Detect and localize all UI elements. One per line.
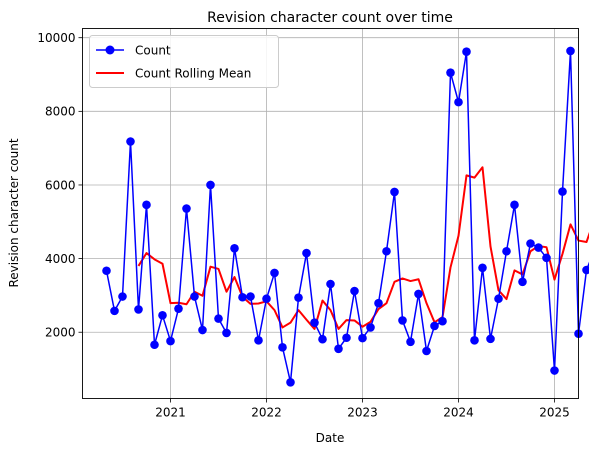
count-point: [374, 298, 383, 308]
count-point: [230, 243, 239, 253]
count-point: [238, 292, 247, 302]
plot-frame: [82, 28, 579, 399]
count-point: [222, 328, 231, 338]
count-point: [142, 200, 151, 210]
count-point: [462, 47, 471, 56]
count-point: [318, 334, 327, 344]
count-point: [390, 187, 399, 197]
count-point: [270, 268, 279, 278]
count-point: [254, 336, 263, 345]
legend-count-marker: [105, 45, 115, 55]
y-tick-label: 2000: [45, 326, 76, 340]
count-point: [534, 243, 543, 252]
count-point: [446, 68, 455, 77]
count-point: [302, 248, 311, 258]
count-point: [310, 318, 319, 327]
count-line: [105, 50, 589, 384]
count-point: [342, 333, 351, 343]
count-point: [470, 336, 479, 345]
count-point: [286, 378, 295, 387]
y-tick-label: 6000: [45, 178, 76, 192]
x-tick-label: 2024: [443, 406, 474, 420]
count-point: [118, 292, 127, 301]
y-axis-label: Revision character count: [7, 138, 21, 287]
count-point: [454, 97, 463, 107]
count-point: [558, 187, 567, 196]
count-point: [382, 246, 391, 256]
count-point: [486, 334, 495, 344]
count-point: [414, 289, 423, 299]
legend-rolling-label: Count Rolling Mean: [135, 67, 251, 81]
grid: [82, 28, 579, 399]
count-point: [326, 279, 335, 289]
x-tick-label: 2021: [155, 406, 186, 420]
count-point: [190, 292, 199, 301]
count-series: [102, 46, 589, 387]
x-tick-label: 2023: [347, 406, 378, 420]
count-point: [398, 316, 407, 325]
count-point: [198, 325, 207, 335]
y-tick-label: 4000: [45, 252, 76, 266]
count-point: [246, 292, 255, 301]
count-point: [182, 204, 191, 213]
count-point: [102, 266, 111, 276]
count-point: [366, 323, 375, 332]
count-point: [214, 314, 223, 323]
count-point: [582, 265, 589, 275]
count-point: [406, 337, 415, 347]
legend: Count Count Rolling Mean: [89, 35, 279, 88]
count-point: [518, 277, 527, 287]
count-point: [422, 346, 431, 356]
count-point: [294, 293, 303, 302]
chart-title: Revision character count over time: [207, 10, 453, 26]
count-point: [566, 46, 575, 56]
count-point: [150, 340, 159, 350]
count-point: [550, 366, 559, 375]
count-point: [262, 294, 271, 304]
count-point: [430, 321, 439, 331]
count-point: [494, 294, 503, 304]
rolling-mean-line: [137, 166, 589, 330]
count-point: [510, 200, 519, 210]
y-tick-label: 10000: [37, 31, 75, 45]
count-point: [502, 246, 511, 256]
x-tick-label: 2025: [539, 406, 570, 420]
count-point: [438, 316, 447, 326]
y-tick-label: 8000: [45, 105, 76, 119]
count-point: [526, 239, 535, 248]
count-point: [478, 263, 487, 273]
count-point: [350, 286, 359, 296]
count-point: [126, 137, 135, 146]
legend-box: [89, 35, 279, 88]
count-point: [166, 336, 175, 346]
rolling-mean-series: [137, 166, 589, 330]
count-point: [110, 306, 119, 316]
count-point: [206, 180, 215, 190]
legend-count-label: Count: [135, 44, 171, 58]
count-point: [278, 343, 287, 352]
count-point: [358, 333, 367, 343]
x-axis-label: Date: [316, 431, 345, 445]
count-point: [542, 253, 551, 263]
count-point: [334, 344, 343, 354]
x-axis: 2021 2022 2023 2024 2025: [155, 398, 570, 420]
count-point: [158, 311, 167, 320]
count-point: [134, 305, 143, 314]
x-tick-label: 2022: [251, 406, 282, 420]
y-axis: 2000 4000 6000 8000 10000: [37, 31, 83, 340]
count-point: [174, 304, 183, 313]
